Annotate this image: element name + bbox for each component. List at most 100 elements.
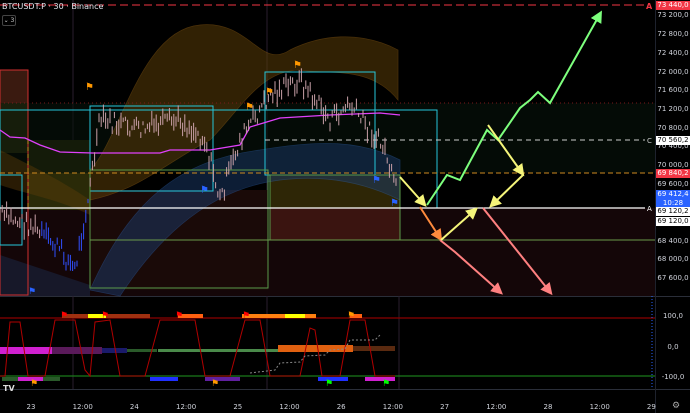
price-tick: 71 600,0 bbox=[657, 86, 689, 94]
price-tick: 67 600,0 bbox=[657, 274, 689, 282]
symbol-title[interactable]: BTCUSDT.P · 30 · Binance bbox=[2, 2, 104, 11]
osc-bar bbox=[0, 347, 52, 354]
osc-tick: -100,0 bbox=[661, 373, 685, 381]
price-tick: 69 600,0 bbox=[657, 180, 689, 188]
osc-bar bbox=[205, 377, 240, 381]
flag-icon: ⚑ bbox=[85, 82, 94, 93]
flag-icon: ⚑ bbox=[101, 311, 109, 321]
tradingview-logo[interactable]: TV bbox=[3, 384, 15, 393]
price-tick: 68 400,0 bbox=[657, 237, 689, 245]
flag-icon: ⚑ bbox=[245, 102, 254, 113]
price-tick: 72 000,0 bbox=[657, 68, 689, 76]
osc-bar bbox=[150, 377, 178, 381]
osc-bar bbox=[102, 348, 127, 353]
price-candles[interactable] bbox=[0, 68, 397, 271]
osc-bar bbox=[178, 314, 203, 318]
cyan-box-1 bbox=[89, 105, 214, 192]
flag-icon: ⚑ bbox=[293, 60, 302, 71]
price-tick: 70 000,0 bbox=[657, 161, 689, 169]
osc-bar bbox=[88, 314, 106, 318]
flag-icon: ⚑ bbox=[60, 311, 68, 321]
osc-bar bbox=[127, 349, 157, 352]
green-box bbox=[89, 169, 269, 289]
osc-bar bbox=[353, 346, 395, 351]
price-tick: 70 400,0 bbox=[657, 142, 689, 150]
projection-arrows[interactable] bbox=[399, 10, 602, 296]
price-tick: 73 200,0 bbox=[657, 11, 689, 19]
zone-red bbox=[270, 208, 400, 240]
osc-bar bbox=[158, 349, 278, 352]
osc-bar bbox=[242, 314, 316, 318]
price-tag: 10:28 bbox=[656, 199, 690, 208]
time-tick: 28 bbox=[543, 403, 553, 411]
upper-band-left bbox=[0, 150, 90, 215]
osc-bar bbox=[318, 377, 348, 381]
time-tick: 23 bbox=[26, 403, 36, 411]
osc-flags: ⚑ ⚑ ⚑ ⚑ ⚑ ⚑ ⚑ ⚑ ⚑ bbox=[30, 311, 390, 389]
price-tick: 70 800,0 bbox=[657, 124, 689, 132]
flag-icon: ⚑ bbox=[372, 175, 381, 186]
price-tag: 69 412,4 bbox=[656, 190, 690, 199]
price-tick: 71 200,0 bbox=[657, 105, 689, 113]
arrow-yellow-4 bbox=[489, 174, 524, 208]
time-tick: 12:00 bbox=[382, 403, 403, 411]
time-tick: 12:00 bbox=[589, 403, 610, 411]
time-tick: 12:00 bbox=[176, 403, 197, 411]
time-tick: 24 bbox=[129, 403, 139, 411]
osc-bar bbox=[278, 345, 353, 352]
flag-icon: ⚑ bbox=[347, 311, 355, 321]
flag-icon: ⚑ bbox=[265, 87, 274, 98]
oscillator-curve bbox=[0, 319, 395, 378]
pivot-line bbox=[0, 112, 401, 154]
osc-bar bbox=[18, 377, 43, 381]
price-tick: 68 000,0 bbox=[657, 255, 689, 263]
osc-stepped-line bbox=[249, 334, 381, 374]
flag-icon: ⚑ bbox=[211, 379, 219, 389]
flag-icon: ⚑ bbox=[390, 198, 399, 209]
osc-bar bbox=[52, 347, 102, 354]
time-tick: 27 bbox=[440, 403, 450, 411]
signal-flags: ⚑ ⚑ ⚑ ⚑ ⚑ ⚑ ⚑ ⚑ bbox=[28, 60, 399, 297]
arrow-orange bbox=[419, 206, 443, 242]
flag-icon: ⚑ bbox=[242, 311, 250, 321]
flag-icon: ⚑ bbox=[200, 185, 209, 196]
upper-band bbox=[89, 24, 399, 201]
price-tag: 69 840,2 bbox=[656, 169, 690, 178]
flag-icon: ⚑ bbox=[325, 379, 333, 389]
osc-bar bbox=[365, 377, 395, 381]
lower-band-left bbox=[0, 255, 90, 296]
arrow-yellow-1 bbox=[399, 176, 427, 207]
price-tick: 72 400,0 bbox=[657, 49, 689, 57]
time-tick: 12:00 bbox=[72, 403, 93, 411]
arrow-yellow-3 bbox=[487, 124, 525, 177]
marker-a: A bbox=[647, 205, 652, 213]
flag-icon: ⚑ bbox=[382, 379, 390, 389]
lower-band bbox=[89, 143, 401, 297]
arrow-pink-1 bbox=[439, 239, 503, 295]
osc-tick: 0,0 bbox=[667, 343, 679, 351]
price-tag: 69 120,0 bbox=[656, 217, 690, 226]
arrow-green bbox=[426, 10, 602, 206]
cyan-box-3 bbox=[0, 174, 23, 246]
flag-icon: ⚑ bbox=[175, 311, 183, 321]
time-tick: 12:00 bbox=[486, 403, 507, 411]
marker-a-top: A bbox=[646, 2, 653, 11]
arrow-yellow-2 bbox=[440, 207, 478, 241]
price-tag: 70 560,2 bbox=[656, 136, 690, 145]
price-tag: 73 440,0 bbox=[656, 1, 690, 10]
time-tick: 29 bbox=[646, 403, 656, 411]
osc-tick: 100,0 bbox=[662, 312, 684, 320]
oscillator-bars bbox=[0, 314, 395, 381]
collapse-indicators-button[interactable]: ⌄ 3 bbox=[2, 15, 16, 26]
osc-bar bbox=[285, 314, 305, 318]
flag-icon: ⚑ bbox=[30, 379, 38, 389]
time-tick: 25 bbox=[233, 403, 243, 411]
gear-icon[interactable]: ⚙ bbox=[672, 401, 681, 411]
arrow-pink-2 bbox=[482, 207, 553, 296]
time-tick: 26 bbox=[336, 403, 346, 411]
flag-icon: ⚑ bbox=[28, 287, 36, 297]
price-tick: 72 800,0 bbox=[657, 30, 689, 38]
time-tick: 12:00 bbox=[279, 403, 300, 411]
osc-bar bbox=[350, 314, 362, 318]
